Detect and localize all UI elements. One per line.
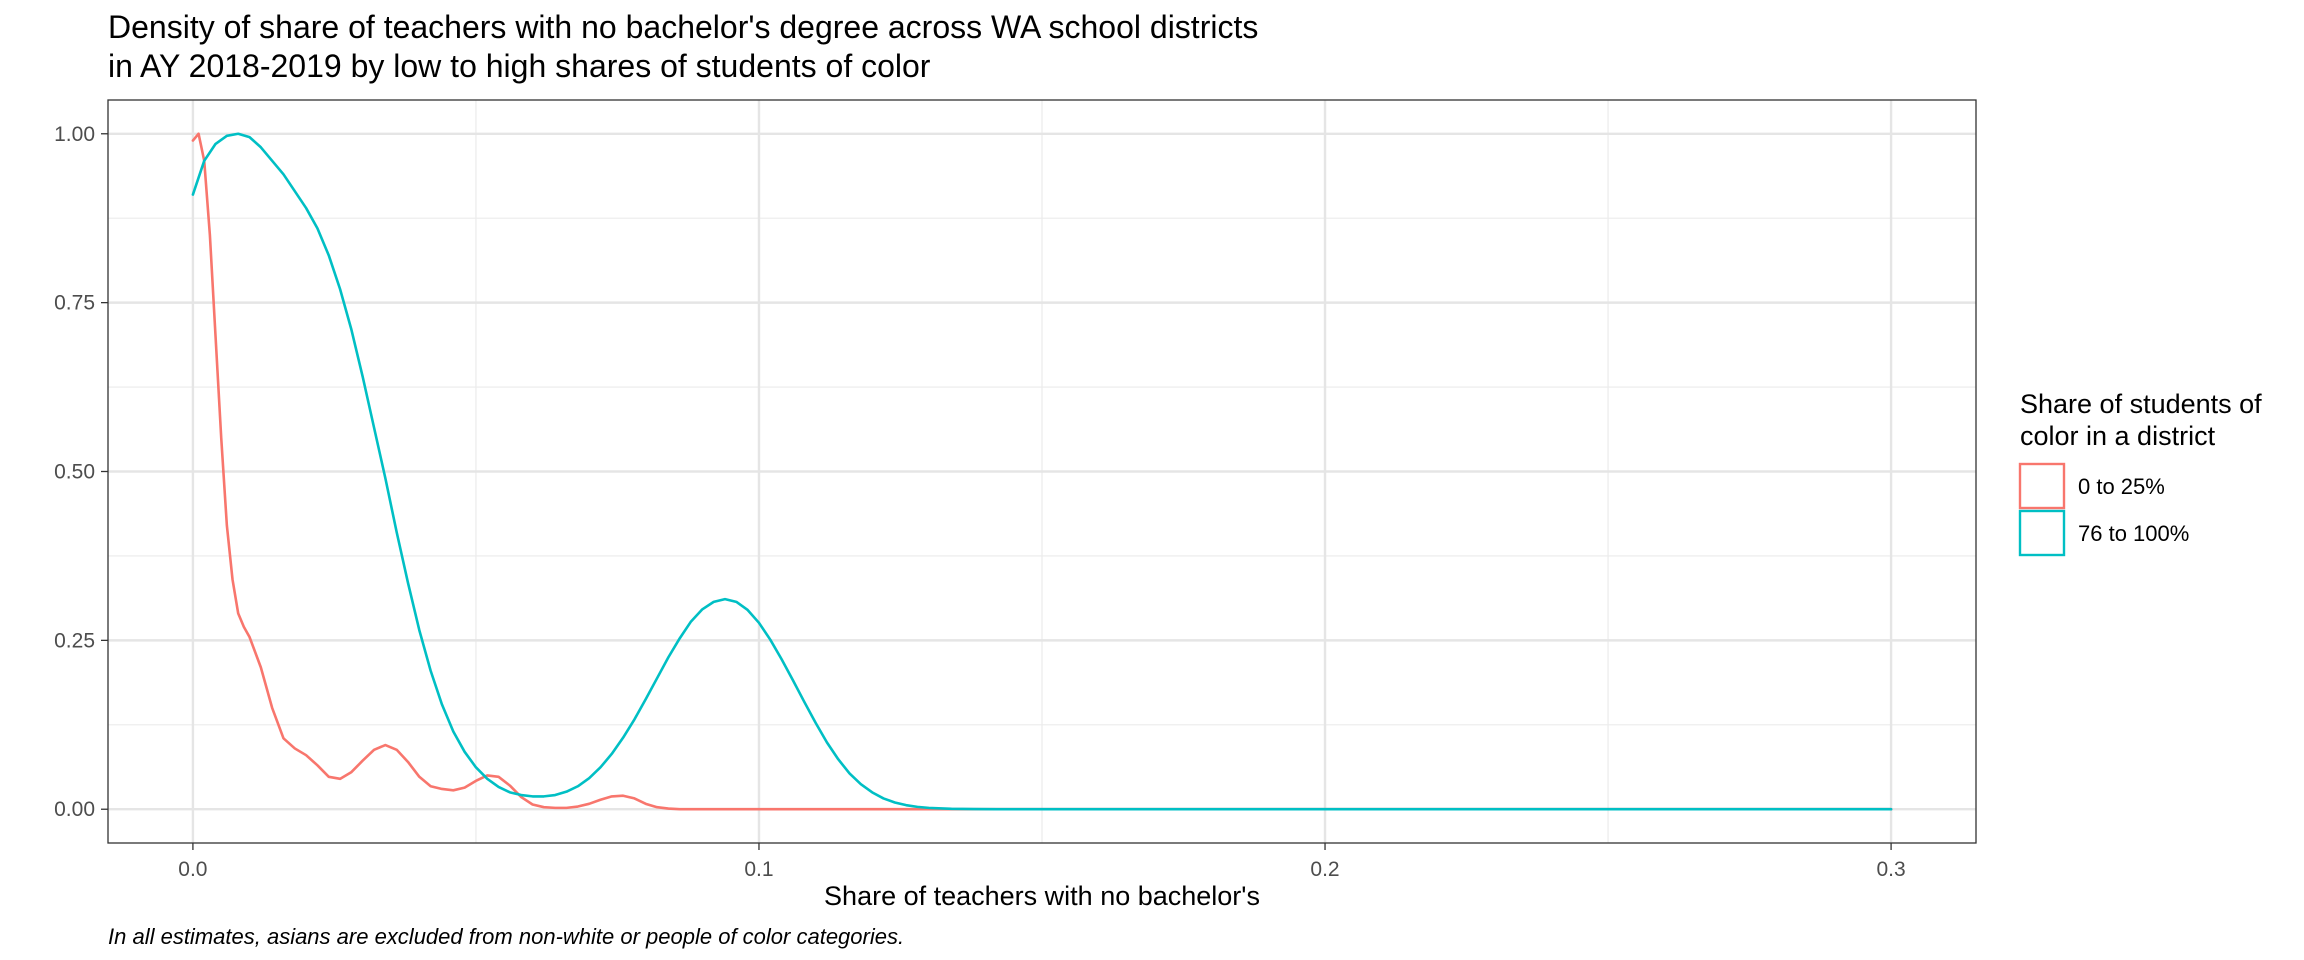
legend-entries: 0 to 25% 76 to 100% — [2018, 462, 2189, 557]
chart-title-line-1: Density of share of teachers with no bac… — [108, 9, 1258, 45]
series-layer — [191, 132, 1893, 811]
x-tick-label: 0.0 — [178, 858, 207, 881]
x-axis-title: Share of teachers with no bachelor's — [824, 881, 1260, 911]
y-tick-label: 0.00 — [54, 798, 95, 821]
legend-title-line-2: color in a district — [2020, 421, 2216, 451]
y-axis: 0.00 0.25 0.50 0.75 1.00 — [54, 123, 108, 821]
x-axis: 0.0 0.1 0.2 0.3 — [178, 843, 1906, 881]
density-line-series-2 — [191, 132, 1893, 811]
legend-label-series-1: 0 to 25% — [2078, 474, 2165, 499]
chart-title-line-2: in AY 2018-2019 by low to high shares of… — [108, 48, 931, 84]
y-tick-label: 0.75 — [54, 292, 95, 315]
x-tick-label: 0.3 — [1876, 858, 1905, 881]
legend-label-series-2: 76 to 100% — [2078, 521, 2189, 546]
y-tick-label: 1.00 — [54, 123, 95, 146]
legend: Share of students of color in a district… — [2018, 389, 2262, 557]
legend-key-series-1 — [2018, 462, 2066, 510]
legend-key-series-2 — [2018, 509, 2066, 557]
y-tick-label: 0.50 — [54, 461, 95, 484]
legend-title-line-1: Share of students of — [2020, 389, 2262, 419]
density-line-series-1 — [191, 132, 1893, 811]
x-tick-label: 0.1 — [744, 858, 773, 881]
y-tick-label: 0.25 — [54, 629, 95, 652]
chart-caption: In all estimates, asians are excluded fr… — [108, 924, 904, 949]
major-gridlines — [108, 100, 1976, 843]
x-tick-label: 0.2 — [1310, 858, 1339, 881]
